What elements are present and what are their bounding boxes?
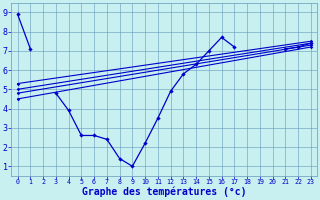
X-axis label: Graphe des températures (°c): Graphe des températures (°c): [82, 187, 246, 197]
